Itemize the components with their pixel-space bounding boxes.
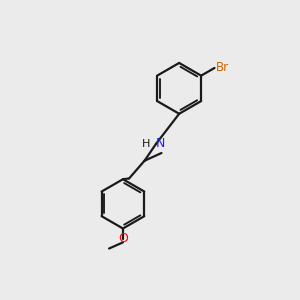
Text: Br: Br [216, 61, 229, 74]
Text: O: O [118, 232, 128, 245]
Text: H: H [142, 139, 150, 149]
Text: N: N [156, 137, 165, 150]
